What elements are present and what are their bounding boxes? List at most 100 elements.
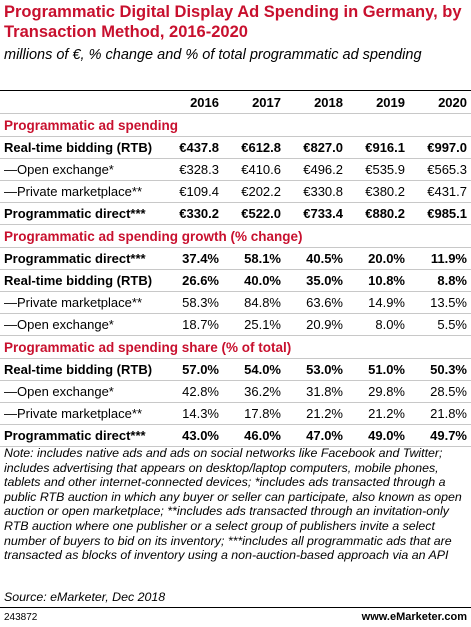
column-header: 2017 [223, 90, 285, 114]
data-row: —Private marketplace** 14.3% 17.8% 21.2% 21.… [0, 402, 471, 425]
column-header: 2018 [285, 90, 347, 114]
cell: 47.0% [285, 424, 347, 447]
row-label: Programmatic direct*** [0, 202, 161, 225]
column-header: 2016 [161, 90, 223, 114]
cell: 21.2% [347, 402, 409, 425]
cell: 20.0% [347, 247, 409, 270]
section-row: Programmatic ad spending share (% of tot… [0, 335, 471, 359]
note: Note: includes native ads and ads on soc… [4, 446, 462, 563]
row-label: Real-time bidding (RTB) [0, 269, 161, 292]
cell: 8.0% [347, 313, 409, 336]
chart-id: 243872 [4, 612, 38, 623]
data-row: —Private marketplace** €109.4 €202.2 €330.8… [0, 180, 471, 203]
cell: 5.5% [409, 313, 471, 336]
cell: 50.3% [409, 358, 471, 381]
cell: €202.2 [223, 180, 285, 203]
row-label: Programmatic direct*** [0, 247, 161, 270]
data-row: Programmatic direct*** €330.2 €522.0 €733.4… [0, 202, 471, 225]
cell: 31.8% [285, 380, 347, 403]
source: Source: eMarketer, Dec 2018 [4, 590, 166, 604]
cell: 37.4% [161, 247, 223, 270]
site: www.eMarketer.com [361, 611, 467, 623]
cell: 58.3% [161, 291, 223, 314]
cell: 40.5% [285, 247, 347, 270]
row-label: —Private marketplace** [0, 402, 161, 425]
cell: €330.2 [161, 202, 223, 225]
cell: €109.4 [161, 180, 223, 203]
title: Programmatic Digital Display Ad Spending… [4, 3, 462, 41]
cell: 57.0% [161, 358, 223, 381]
row-label: —Open exchange* [0, 158, 161, 181]
cell: 10.8% [347, 269, 409, 292]
data-row: —Open exchange* 18.7% 25.1% 20.9% 8.0% 5.5% [0, 313, 471, 336]
row-label: —Private marketplace** [0, 180, 161, 203]
section-row: Programmatic ad spending [0, 113, 471, 137]
cell: 18.7% [161, 313, 223, 336]
cell: €565.3 [409, 158, 471, 181]
cell: 14.9% [347, 291, 409, 314]
data-row: Real-time bidding (RTB) 26.6% 40.0% 35.0% 10… [0, 269, 471, 292]
cell: 49.7% [409, 424, 471, 447]
subtitle: millions of €, % change and % of total p… [4, 47, 422, 63]
cell: 8.8% [409, 269, 471, 292]
cell: €916.1 [347, 136, 409, 159]
cell: €328.3 [161, 158, 223, 181]
footer-rule [0, 607, 471, 608]
data-row: —Open exchange* 42.8% 36.2% 31.8% 29.8% 28.5% [0, 380, 471, 403]
cell: 84.8% [223, 291, 285, 314]
cell: €410.6 [223, 158, 285, 181]
row-label: Programmatic direct*** [0, 424, 161, 447]
data-row: —Private marketplace** 58.3% 84.8% 63.6% 14.… [0, 291, 471, 314]
cell: 29.8% [347, 380, 409, 403]
cell: 54.0% [223, 358, 285, 381]
cell: €535.9 [347, 158, 409, 181]
cell: 46.0% [223, 424, 285, 447]
cell: 43.0% [161, 424, 223, 447]
cell: €496.2 [285, 158, 347, 181]
header-row: 2016 2017 2018 2019 2020 [0, 90, 471, 114]
cell: €827.0 [285, 136, 347, 159]
row-label: —Open exchange* [0, 313, 161, 336]
row-label: Real-time bidding (RTB) [0, 358, 161, 381]
cell: 17.8% [223, 402, 285, 425]
cell: 21.8% [409, 402, 471, 425]
cell: 35.0% [285, 269, 347, 292]
cell: €985.1 [409, 202, 471, 225]
cell: 25.1% [223, 313, 285, 336]
cell: 14.3% [161, 402, 223, 425]
row-label: Real-time bidding (RTB) [0, 136, 161, 159]
column-header: 2020 [409, 90, 471, 114]
cell: €997.0 [409, 136, 471, 159]
corner-cell [0, 90, 161, 114]
cell: 58.1% [223, 247, 285, 270]
cell: 42.8% [161, 380, 223, 403]
cell: €522.0 [223, 202, 285, 225]
cell: €330.8 [285, 180, 347, 203]
section-title: Programmatic ad spending share (% of tot… [0, 335, 471, 359]
data-row: Real-time bidding (RTB) 57.0% 54.0% 53.0% 51… [0, 358, 471, 381]
cell: €733.4 [285, 202, 347, 225]
cell: 36.2% [223, 380, 285, 403]
cell: 28.5% [409, 380, 471, 403]
cell: €880.2 [347, 202, 409, 225]
cell: €431.7 [409, 180, 471, 203]
cell: 11.9% [409, 247, 471, 270]
cell: 13.5% [409, 291, 471, 314]
cell: 63.6% [285, 291, 347, 314]
data-table: 2016 2017 2018 2019 2020 Programmatic ad spen… [0, 90, 471, 447]
section-row: Programmatic ad spending growth (% chang… [0, 224, 471, 248]
cell: 21.2% [285, 402, 347, 425]
column-header: 2019 [347, 90, 409, 114]
row-label: —Open exchange* [0, 380, 161, 403]
cell: €612.8 [223, 136, 285, 159]
cell: €437.8 [161, 136, 223, 159]
section-title: Programmatic ad spending [0, 113, 471, 137]
cell: 49.0% [347, 424, 409, 447]
cell: 51.0% [347, 358, 409, 381]
cell: 53.0% [285, 358, 347, 381]
data-row: Real-time bidding (RTB) €437.8 €612.8 €827.… [0, 136, 471, 159]
row-label: —Private marketplace** [0, 291, 161, 314]
cell: 26.6% [161, 269, 223, 292]
data-row: Programmatic direct*** 37.4% 58.1% 40.5% 20.… [0, 247, 471, 270]
